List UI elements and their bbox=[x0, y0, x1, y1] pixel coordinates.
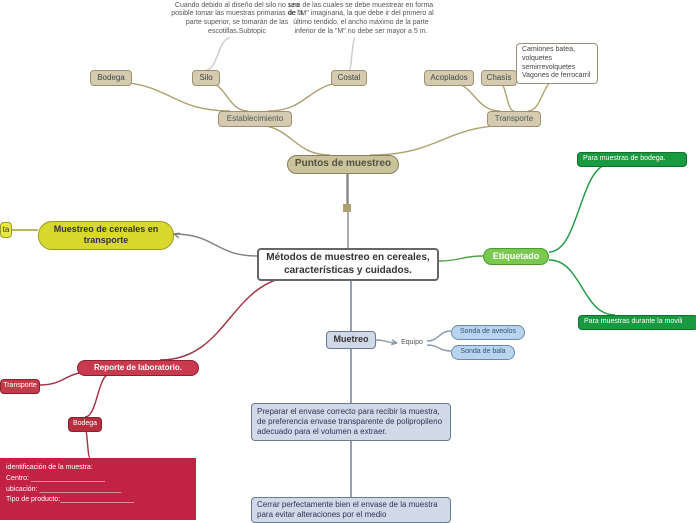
node-camiones: Camiones batea, volquetes semirrevolquet… bbox=[516, 43, 598, 84]
node-etiquetado: Etiquetado bbox=[483, 248, 549, 265]
node-transporte_top: Transporte bbox=[487, 111, 541, 127]
node-chasis: Chasís bbox=[481, 70, 517, 86]
node-costal: Costal bbox=[331, 70, 367, 86]
node-et_bot: Para muestras durante la movili bbox=[578, 315, 696, 330]
node-bodega_top: Bodega bbox=[90, 70, 132, 86]
node-muestreo-cereales: Muestreo de cereales en transporte bbox=[38, 221, 174, 250]
separator bbox=[343, 204, 351, 212]
node-cerrar_box: Cerrar perfectamente bien el envase de l… bbox=[251, 497, 451, 523]
node-muetreo: Muetreo bbox=[326, 331, 376, 349]
node-yellow-stub: ta bbox=[0, 222, 12, 238]
node-acoplados: Acoplados bbox=[424, 70, 474, 86]
node-et_top: Para muestras de bodega. bbox=[577, 152, 687, 167]
node-sonda_aveolos: Sonda de aveolos bbox=[451, 325, 525, 340]
node-sonda_bala: Sonda de bala bbox=[451, 345, 515, 360]
node-prep_box: Preparar el envase correcto para recibir… bbox=[251, 403, 451, 441]
central-topic: Métodos de muestreo en cereales, caracte… bbox=[257, 248, 439, 281]
form-block: identificación de la muestra:Centro: ___… bbox=[0, 458, 196, 520]
node-transporte_red: Transporte bbox=[0, 379, 40, 394]
node-silo: Silo bbox=[192, 70, 220, 86]
node-reporte: Reporte de laboratorio. bbox=[77, 360, 199, 376]
node-puntos: Puntos de muestreo bbox=[287, 155, 399, 174]
node-bodega_red: Bodega bbox=[68, 417, 102, 432]
node-establecimiento: Establecimiento bbox=[218, 111, 292, 127]
